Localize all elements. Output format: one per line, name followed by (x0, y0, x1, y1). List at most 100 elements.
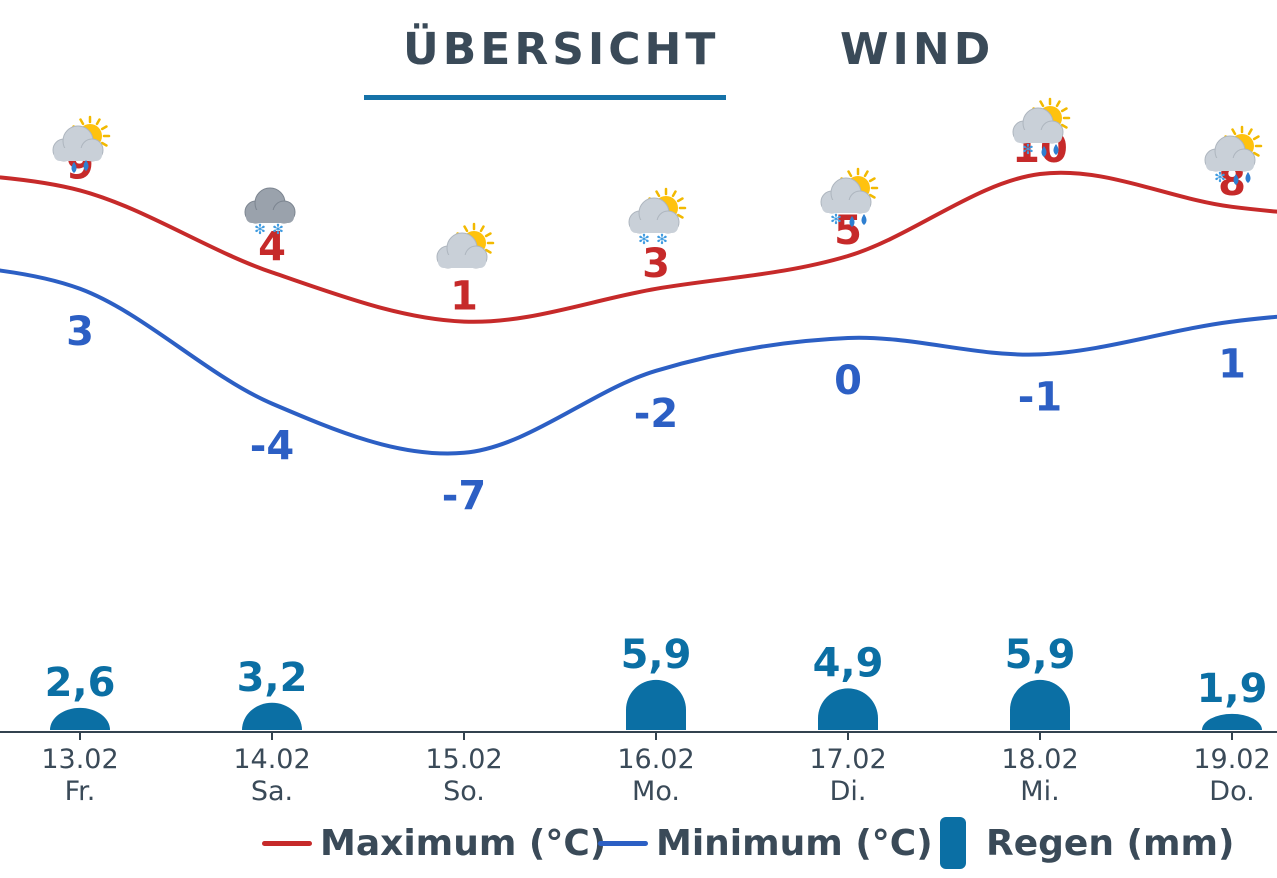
x-tick-date: 13.02 (41, 744, 118, 775)
min-temp-label: 1 (1218, 342, 1246, 388)
rain-bar (242, 702, 302, 730)
sun-cloud-icon (436, 222, 495, 269)
cloud-base (822, 200, 870, 213)
sun-ray (863, 170, 869, 178)
sun-ray (1247, 128, 1253, 136)
legend-rain-label: Regen (mm) (986, 822, 1235, 864)
snowflake: ✻ (254, 222, 266, 238)
sun-ray (676, 213, 684, 219)
cloud-base (630, 220, 678, 233)
sun-cloud-snow-icon: ✻ ✻ (628, 187, 687, 248)
rain-drop (1245, 172, 1251, 183)
legend-max-swatch (262, 840, 312, 846)
cloud-base (246, 210, 294, 223)
tab-overview[interactable]: ÜBERSICHT (403, 24, 720, 75)
max-temp-line (0, 170, 1277, 324)
sun-ray (1252, 135, 1260, 141)
max-temp-label: 3 (642, 241, 670, 287)
rain-drop (1233, 174, 1239, 185)
sun-ray (1039, 100, 1045, 108)
rain-bar (1010, 679, 1070, 730)
x-tick-date: 15.02 (425, 744, 502, 775)
cloud-base (54, 148, 102, 161)
sun-cloud-rain-snow-icon: ✻ (1012, 97, 1071, 158)
rain-drop (1053, 144, 1059, 155)
sun-cloud-rain-snow-icon: ✻ (820, 167, 879, 228)
min-temp-label: 0 (834, 358, 862, 404)
sun-ray (100, 125, 108, 131)
x-tick-weekday: Mi. (1020, 776, 1059, 807)
tab-wind[interactable]: WIND (840, 24, 995, 75)
x-tick-date: 18.02 (1001, 744, 1078, 775)
rain-value-label: 5,9 (1005, 632, 1076, 678)
snowflake: ✻ (638, 232, 650, 248)
rain-value-label: 3,2 (237, 655, 308, 701)
legend-rain-swatch (940, 817, 966, 869)
max-temp-label: 5 (834, 208, 862, 254)
rain-drop (83, 160, 89, 171)
rain-drop (861, 214, 867, 225)
sun-cloud-rain-icon (52, 115, 111, 173)
sun-ray (484, 248, 492, 254)
rain-value-label: 2,6 (45, 660, 116, 706)
sun-ray (671, 190, 677, 198)
x-tick-weekday: Fr. (65, 776, 96, 807)
x-tick-weekday: Do. (1209, 776, 1254, 807)
snowflake: ✻ (830, 212, 842, 228)
max-temp-label: 4 (258, 224, 286, 270)
sun-ray (95, 118, 101, 126)
min-temp-label: -2 (634, 391, 678, 437)
sun-ray (463, 225, 469, 233)
legend-item-rain: Regen (mm) (940, 815, 1234, 871)
legend-min-label: Minimum (°C) (656, 822, 933, 864)
rain-value-label: 4,9 (813, 640, 884, 686)
rain-value-label: 5,9 (621, 632, 692, 678)
rain-drop (849, 216, 855, 227)
sun-ray (484, 232, 492, 238)
sun-ray (868, 177, 876, 183)
x-tick-weekday: Di. (830, 776, 867, 807)
snowflake: ✻ (1214, 170, 1226, 186)
tab-bar: ÜBERSICHT WIND (0, 0, 1277, 110)
sun-ray (1231, 128, 1237, 136)
sun-ray (868, 193, 876, 199)
rain-bar (818, 688, 878, 730)
rain-value-label: 1,9 (1197, 666, 1268, 712)
cloud-snow-icon: ✻ ✻ (244, 187, 296, 238)
sun-ray (676, 197, 684, 203)
min-temp-label: -1 (1018, 374, 1062, 420)
cloud-base (1206, 158, 1254, 171)
snowflake: ✻ (656, 232, 668, 248)
rain-bar (50, 707, 110, 730)
snowflake: ✻ (272, 222, 284, 238)
rain-bar (626, 679, 686, 730)
x-tick-date: 17.02 (809, 744, 886, 775)
x-tick-date: 14.02 (233, 744, 310, 775)
sun-ray (479, 225, 485, 233)
x-tick-weekday: So. (443, 776, 485, 807)
x-tick-date: 19.02 (1193, 744, 1270, 775)
sun-ray (1060, 107, 1068, 113)
active-tab-indicator (364, 95, 726, 100)
sun-ray (1252, 151, 1260, 157)
sun-ray (1055, 100, 1061, 108)
cloud-base (1014, 130, 1062, 143)
sun-ray (100, 141, 108, 147)
sun-ray (1060, 123, 1068, 129)
min-temp-label: -4 (250, 424, 294, 470)
min-temp-label: 3 (66, 309, 94, 355)
sun-ray (79, 118, 85, 126)
x-tick-weekday: Mo. (632, 776, 680, 807)
max-temp-label: 1 (450, 274, 478, 320)
rain-bar (1202, 713, 1262, 730)
rain-drop (71, 162, 77, 173)
legend-item-min: Minimum (°C) (598, 815, 933, 871)
legend-item-max: Maximum (°C) (262, 815, 606, 871)
rain-drop (1041, 146, 1047, 157)
chart-legend: Maximum (°C) Minimum (°C) Regen (mm) (0, 815, 1277, 871)
sun-cloud-rain-snow-icon: ✻ (1204, 125, 1263, 186)
min-temp-line (0, 268, 1277, 456)
sun-ray (847, 170, 853, 178)
sun-ray (655, 190, 661, 198)
